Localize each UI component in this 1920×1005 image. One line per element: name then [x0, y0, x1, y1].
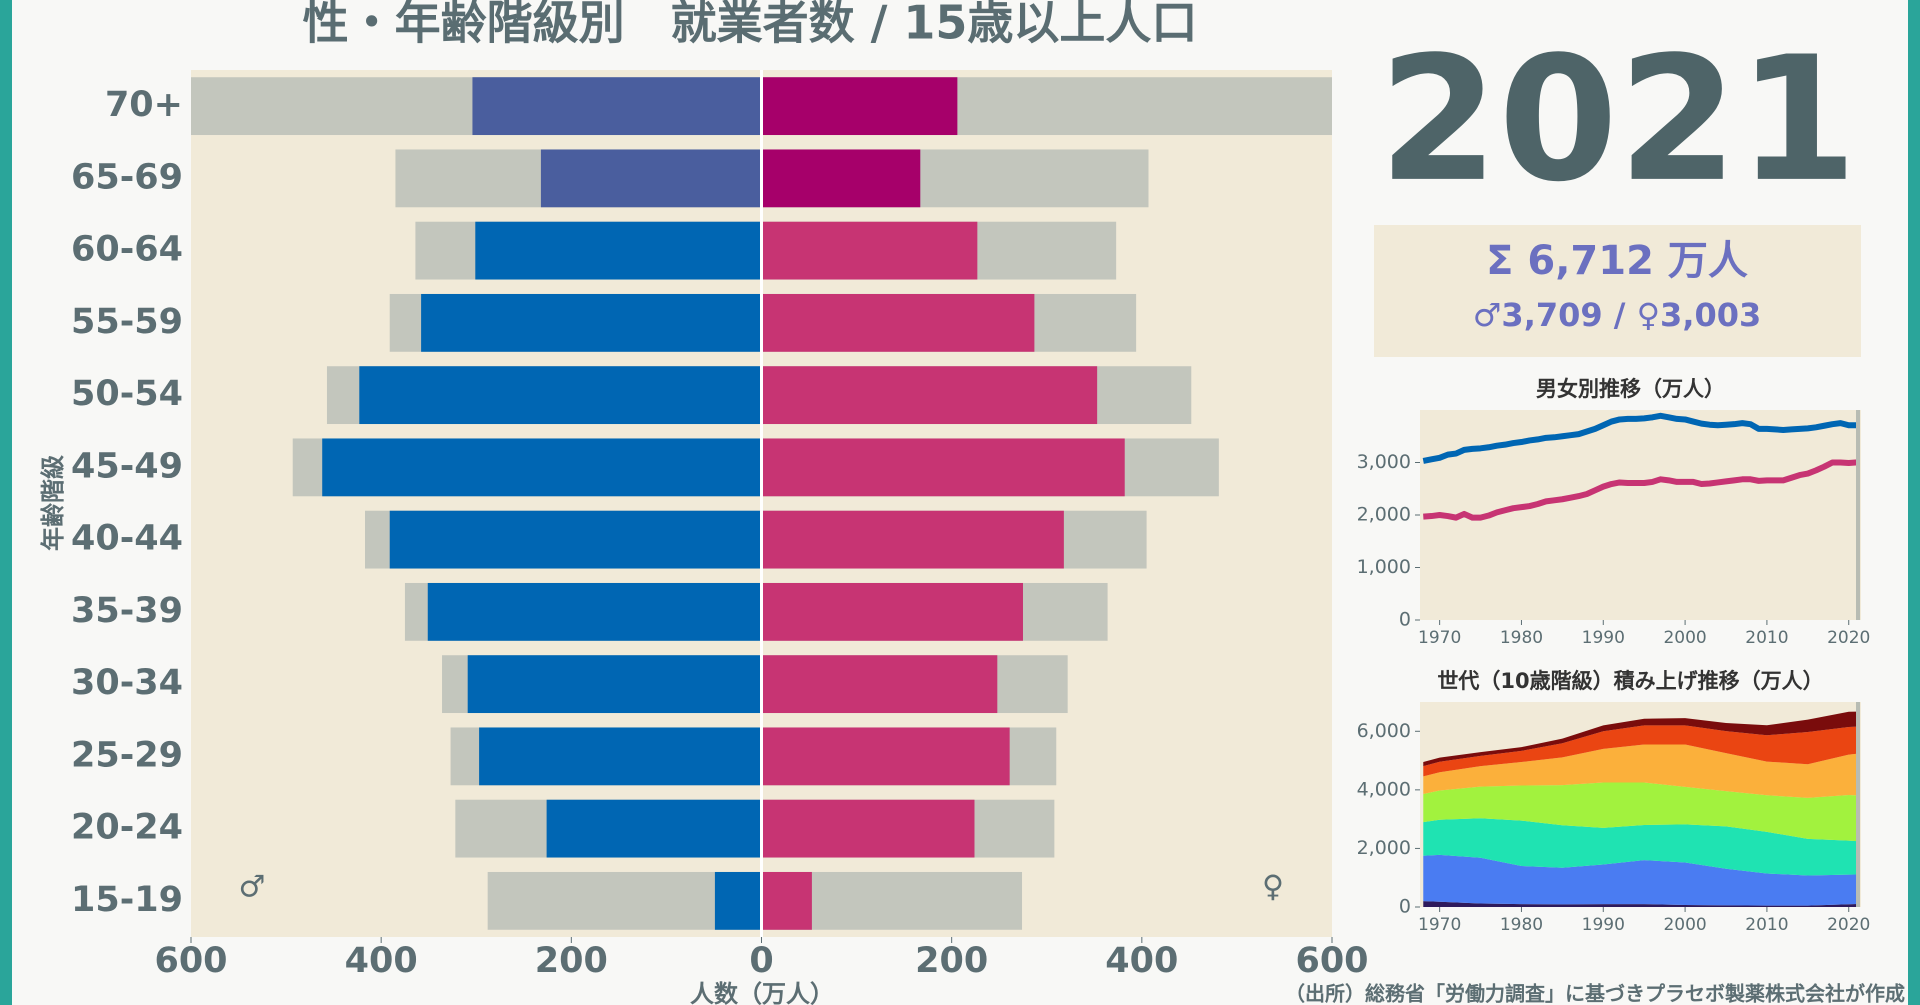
bar: [761, 77, 958, 136]
y-tick-label: 15-19: [71, 880, 183, 920]
x-tick-label: 0: [749, 941, 773, 981]
bar: [479, 727, 762, 786]
x-tick-label: 600: [154, 941, 227, 981]
area-series: [1423, 711, 1857, 767]
area-series: [1423, 818, 1857, 876]
bar: [761, 655, 998, 714]
x-tick-label: 1980: [1500, 628, 1543, 648]
source-note: （出所）総務省「労働力調査」に基づきプラセボ製薬株式会社が作成: [1285, 982, 1905, 1005]
bar: [761, 149, 921, 208]
x-tick-label: 2000: [1663, 628, 1706, 648]
bar: [761, 871, 812, 930]
x-tick-label: 1990: [1582, 915, 1625, 935]
y-tick-label: 65-69: [71, 157, 183, 197]
y-tick-label: 0: [1399, 896, 1411, 918]
bar: [761, 438, 1125, 497]
x-tick-label: 2020: [1827, 628, 1870, 648]
x-tick-label: 2020: [1827, 915, 1870, 935]
y-tick-label: 0: [1399, 609, 1411, 631]
x-tick-label: 1990: [1582, 628, 1625, 648]
bar: [472, 77, 762, 136]
female-symbol: ♀: [1262, 870, 1284, 905]
bar: [421, 293, 762, 352]
area-series: [1423, 725, 1857, 777]
x-tick-label: 400: [345, 941, 418, 981]
y-tick-label: 40-44: [71, 519, 183, 559]
bar: [761, 510, 1064, 569]
x-tick-label: 2000: [1663, 915, 1706, 935]
y-tick-label: 35-39: [71, 591, 183, 631]
y-tick-label: 4,000: [1357, 778, 1411, 800]
area-series: [1423, 744, 1857, 798]
left-border: [0, 0, 12, 1005]
x-axis-label: 人数（万人）: [690, 980, 834, 1005]
chart-title: 男女別推移（万人）: [1536, 377, 1725, 401]
y-tick-label: 70+: [105, 85, 183, 125]
y-tick-label: 6,000: [1357, 720, 1411, 742]
bar: [540, 149, 762, 208]
bar: [475, 221, 762, 280]
y-tick-label: 2,000: [1357, 837, 1411, 859]
x-tick-label: 1980: [1500, 915, 1543, 935]
area-series: [1423, 854, 1857, 906]
x-tick-label: 400: [1105, 941, 1178, 981]
bar: [761, 799, 975, 858]
bar: [761, 727, 1010, 786]
x-tick-label: 2010: [1745, 628, 1788, 648]
x-tick-label: 2010: [1745, 915, 1788, 935]
bar: [761, 366, 1098, 425]
y-axis-label: 年齢階級: [39, 455, 67, 551]
y-tick-label: 55-59: [71, 302, 183, 342]
area-series: [1423, 782, 1857, 842]
y-tick-label: 50-54: [71, 374, 183, 414]
bar: [389, 510, 762, 569]
chart-title: 性・年齢階級別 就業者数 / 15歳以上人口: [303, 0, 1198, 50]
x-tick-label: 1970: [1418, 915, 1461, 935]
y-tick-label: 3,000: [1357, 451, 1411, 473]
bar: [714, 871, 762, 930]
right-border: [1908, 0, 1920, 1005]
x-tick-label: 200: [535, 941, 608, 981]
x-tick-label: 1970: [1418, 628, 1461, 648]
line-series: [1422, 412, 1857, 464]
pyramid-bars: [191, 70, 1332, 937]
bar: [427, 582, 762, 641]
year-label: 2021: [1379, 19, 1858, 220]
y-tick-label: 45-49: [71, 446, 183, 486]
bar: [546, 799, 762, 858]
bar: [359, 366, 762, 425]
y-tick-label: 25-29: [71, 735, 183, 775]
bar: [761, 221, 978, 280]
bar: [761, 293, 1035, 352]
x-tick-label: 200: [915, 941, 988, 981]
y-tick-label: 30-34: [71, 663, 183, 703]
breakdown-label: ♂3,709 / ♀3,003: [1473, 296, 1762, 334]
y-tick-label: 60-64: [71, 230, 183, 270]
chart-title: 世代（10歳階級）積み上げ推移（万人）: [1437, 669, 1823, 693]
line-series: [1423, 459, 1858, 521]
x-tick-label: 600: [1295, 941, 1368, 981]
summary-box: [1374, 225, 1861, 357]
bar: [467, 655, 762, 714]
y-tick-label: 1,000: [1357, 556, 1411, 578]
male-symbol: ♂: [239, 870, 266, 905]
y-tick-label: 20-24: [71, 808, 183, 848]
bar: [761, 582, 1023, 641]
bar: [322, 438, 762, 497]
total-label: Σ 6,712 万人: [1486, 238, 1748, 284]
y-tick-label: 2,000: [1357, 504, 1411, 526]
